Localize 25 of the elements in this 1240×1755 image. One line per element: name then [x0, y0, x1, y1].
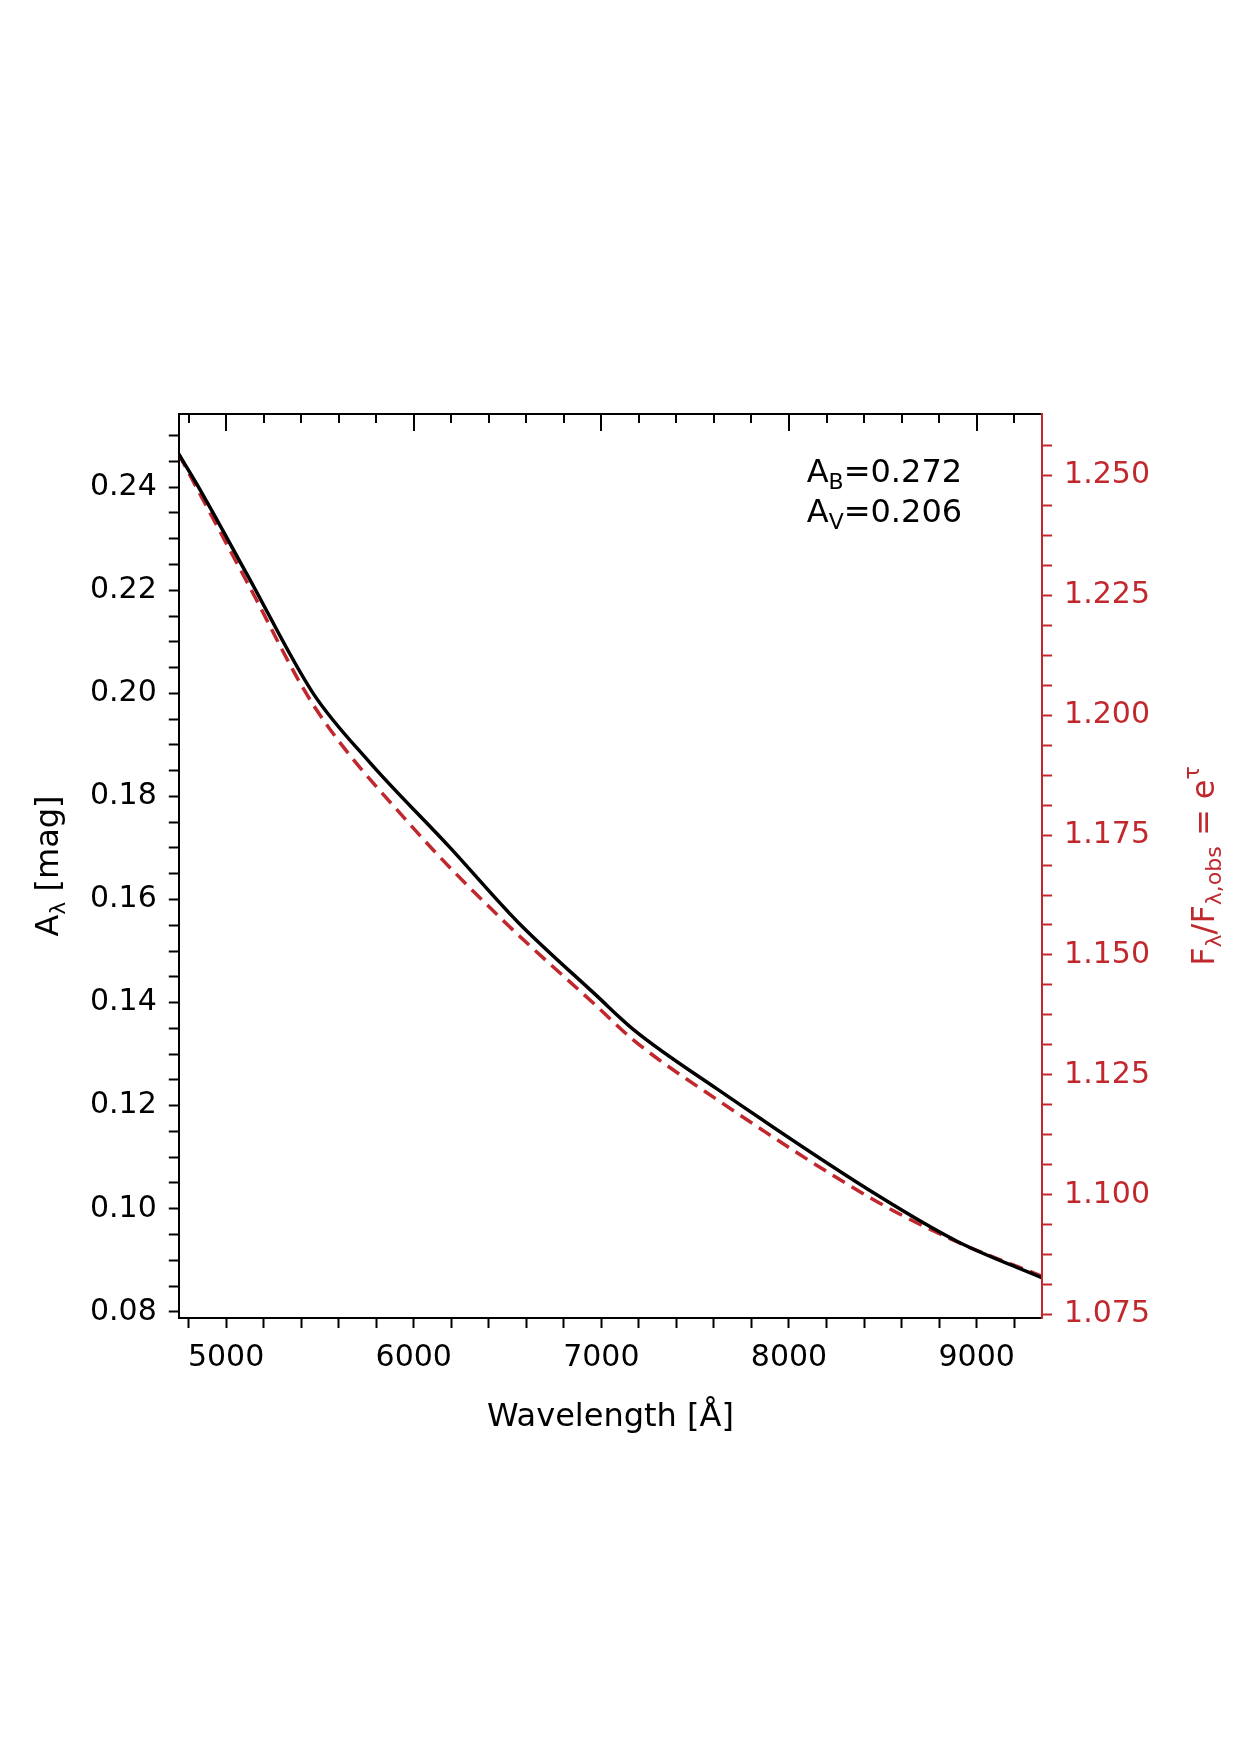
x-tick-label: 5000 [187, 1337, 265, 1373]
y2-tick-label: 1.225 [1064, 575, 1151, 611]
y2-axis-title: Fλ/Fλ,obs = eτ [1178, 766, 1226, 966]
y-tick-label: 0.22 [90, 570, 157, 606]
y-tick-label: 0.08 [90, 1291, 157, 1327]
y-tick-label: 0.24 [90, 466, 157, 502]
y-tick-label: 0.10 [90, 1188, 157, 1224]
y2-tick-label: 1.125 [1064, 1054, 1151, 1090]
x-axis-title: Wavelength [Å] [487, 1396, 734, 1435]
x-tick-label: 6000 [375, 1337, 452, 1373]
y2-tick-label: 1.100 [1064, 1174, 1151, 1210]
y-axis-title: Aλ [mag] [28, 795, 70, 937]
x-tick-label: 9000 [938, 1337, 1015, 1373]
y2-tick-label: 1.175 [1064, 814, 1151, 850]
y2-tick-label: 1.075 [1064, 1294, 1151, 1330]
x-tick-label: 7000 [563, 1337, 640, 1373]
y2-tick-label: 1.150 [1064, 934, 1151, 970]
y2-tick-label: 1.200 [1064, 694, 1151, 730]
x-tick-label: 8000 [750, 1337, 828, 1373]
y-tick-label: 0.12 [90, 1085, 157, 1121]
y-tick-label: 0.18 [90, 776, 157, 812]
y2-tick-label: 1.250 [1064, 455, 1151, 491]
y-tick-label: 0.14 [90, 982, 157, 1018]
y-tick-label: 0.20 [90, 673, 157, 709]
y-tick-label: 0.16 [90, 879, 157, 915]
